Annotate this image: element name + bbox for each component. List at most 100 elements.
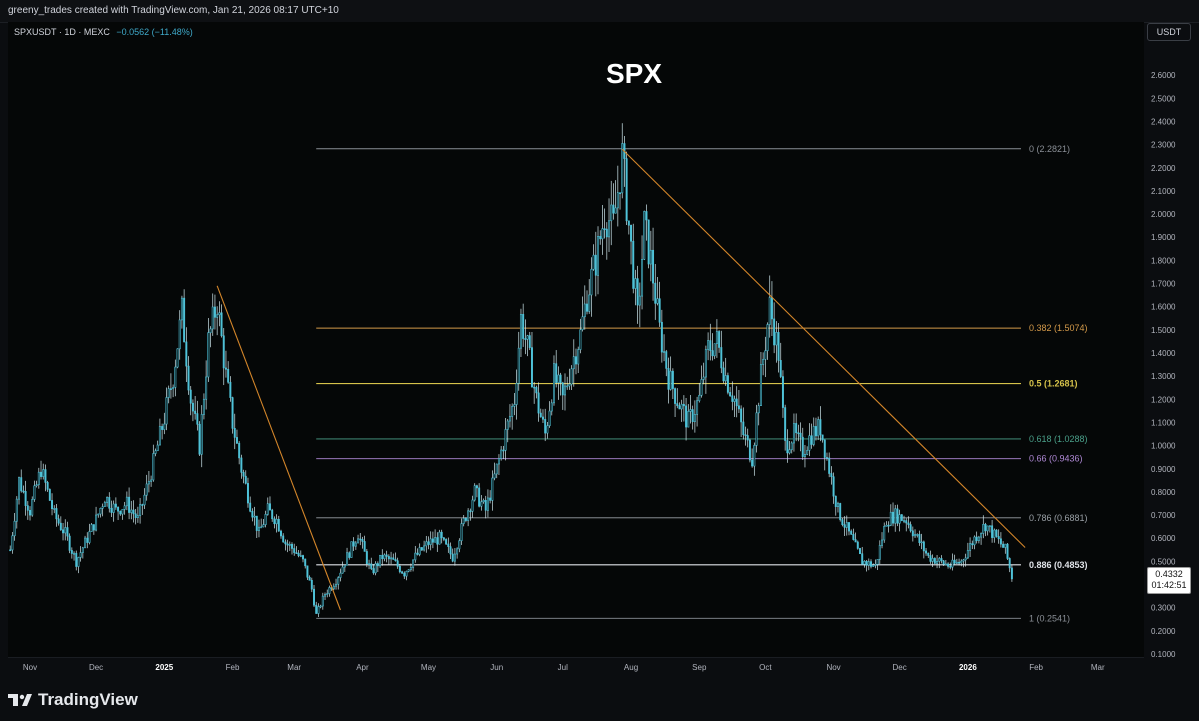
candle-body: [966, 550, 969, 559]
candle-body: [572, 356, 575, 370]
candle-body: [795, 423, 798, 434]
candle-body: [733, 398, 736, 402]
candle-body: [656, 298, 659, 304]
candle-body: [707, 340, 710, 350]
candle-body: [828, 457, 831, 474]
candle-body: [233, 428, 236, 438]
candle-body: [643, 211, 646, 260]
candle-body: [865, 561, 868, 566]
candle-body: [117, 506, 120, 512]
trendlines[interactable]: [216, 148, 1026, 611]
candle-body: [158, 426, 161, 446]
candle-body: [997, 536, 1000, 540]
candle-body: [806, 450, 809, 455]
candle-body: [136, 515, 139, 518]
candle-body: [414, 552, 417, 561]
candle-body: [383, 554, 386, 560]
candle-body: [605, 228, 608, 238]
candle-body: [693, 414, 696, 422]
candle-body: [350, 541, 353, 558]
x-tick-label: Feb: [1029, 663, 1043, 672]
candle-body: [944, 563, 947, 566]
fib-retracement[interactable]: 0 (2.2821) 0.382 (1.5074) 0.5 (1.2681) 0.61…: [316, 144, 1088, 624]
candle-body: [293, 548, 296, 553]
candle-body: [834, 495, 837, 507]
candle-body: [310, 580, 313, 590]
y-tick-label: 0.3000: [1151, 604, 1176, 613]
candle-body: [940, 558, 943, 562]
last-price-value: 0.4332: [1155, 569, 1183, 579]
candle-body: [227, 368, 230, 383]
candle-body: [231, 397, 234, 429]
currency-button[interactable]: USDT: [1147, 23, 1191, 41]
candle-body: [561, 382, 564, 396]
candle-body: [79, 552, 82, 558]
candle-body: [156, 444, 159, 452]
candle-body: [751, 459, 754, 467]
candle-body: [90, 524, 93, 532]
x-tick-label: Nov: [826, 663, 840, 672]
candle-body: [649, 249, 652, 265]
candle-body: [878, 545, 881, 560]
trendline[interactable]: [216, 285, 341, 611]
candle-body: [130, 509, 133, 513]
candle-body: [412, 559, 415, 568]
time-axis[interactable]: [8, 657, 1144, 676]
candle-body: [742, 421, 745, 436]
candle-body: [266, 503, 269, 515]
candle-body: [825, 457, 828, 459]
candle-body: [440, 531, 443, 539]
candle-body: [9, 549, 12, 552]
candle-body: [249, 502, 252, 512]
candle-body: [726, 375, 729, 393]
chart-plot-area[interactable]: [8, 22, 1144, 657]
candle-body: [781, 376, 784, 408]
candle-body: [832, 476, 835, 497]
x-tick-label: Apr: [356, 663, 369, 672]
candle-body: [504, 429, 507, 451]
candle-body: [1008, 558, 1011, 569]
candle-body: [630, 224, 633, 242]
y-tick-label: 1.0000: [1151, 442, 1176, 451]
fib-level-label: 0.382 (1.5074): [1029, 323, 1088, 333]
candle-body: [962, 559, 965, 562]
candle-body: [817, 419, 820, 437]
candle-body: [616, 192, 619, 209]
candle-body: [775, 332, 778, 346]
price-axis[interactable]: [1144, 40, 1199, 657]
candle-body: [198, 423, 201, 455]
candle-body: [394, 559, 397, 562]
candle-body: [341, 566, 344, 574]
symbol-legend[interactable]: SPXUSDT · 1D · MEXC −0.0562 (−11.48%): [14, 27, 193, 37]
candle-body: [702, 376, 705, 380]
candle-body: [31, 499, 34, 516]
candle-body: [207, 332, 210, 378]
candle-body: [810, 435, 813, 445]
candle-body: [786, 440, 789, 454]
candle-body: [169, 388, 172, 390]
candle-body: [277, 518, 280, 532]
candle-body: [779, 360, 782, 377]
candle-body: [522, 314, 525, 339]
candle-body: [62, 529, 65, 534]
candle-body: [768, 297, 771, 325]
candle-body: [24, 491, 27, 506]
candle-body: [883, 526, 886, 541]
y-tick-label: 1.8000: [1151, 256, 1176, 265]
candle-body: [251, 510, 254, 518]
x-tick-label: Jul: [558, 663, 568, 672]
fib-level-label: 0.66 (0.9436): [1029, 454, 1083, 464]
candle-body: [784, 407, 787, 441]
candle-body: [636, 278, 639, 306]
candle-body: [246, 483, 249, 504]
x-tick-label: Jun: [490, 663, 503, 672]
candle-body: [938, 558, 941, 562]
trendline[interactable]: [621, 148, 1026, 548]
tradingview-brand[interactable]: TradingView: [8, 690, 138, 710]
candle-body: [931, 558, 934, 562]
candle-body: [737, 405, 740, 410]
candle-body: [392, 557, 395, 560]
candle-body: [123, 505, 126, 510]
candle-body: [1002, 543, 1005, 548]
